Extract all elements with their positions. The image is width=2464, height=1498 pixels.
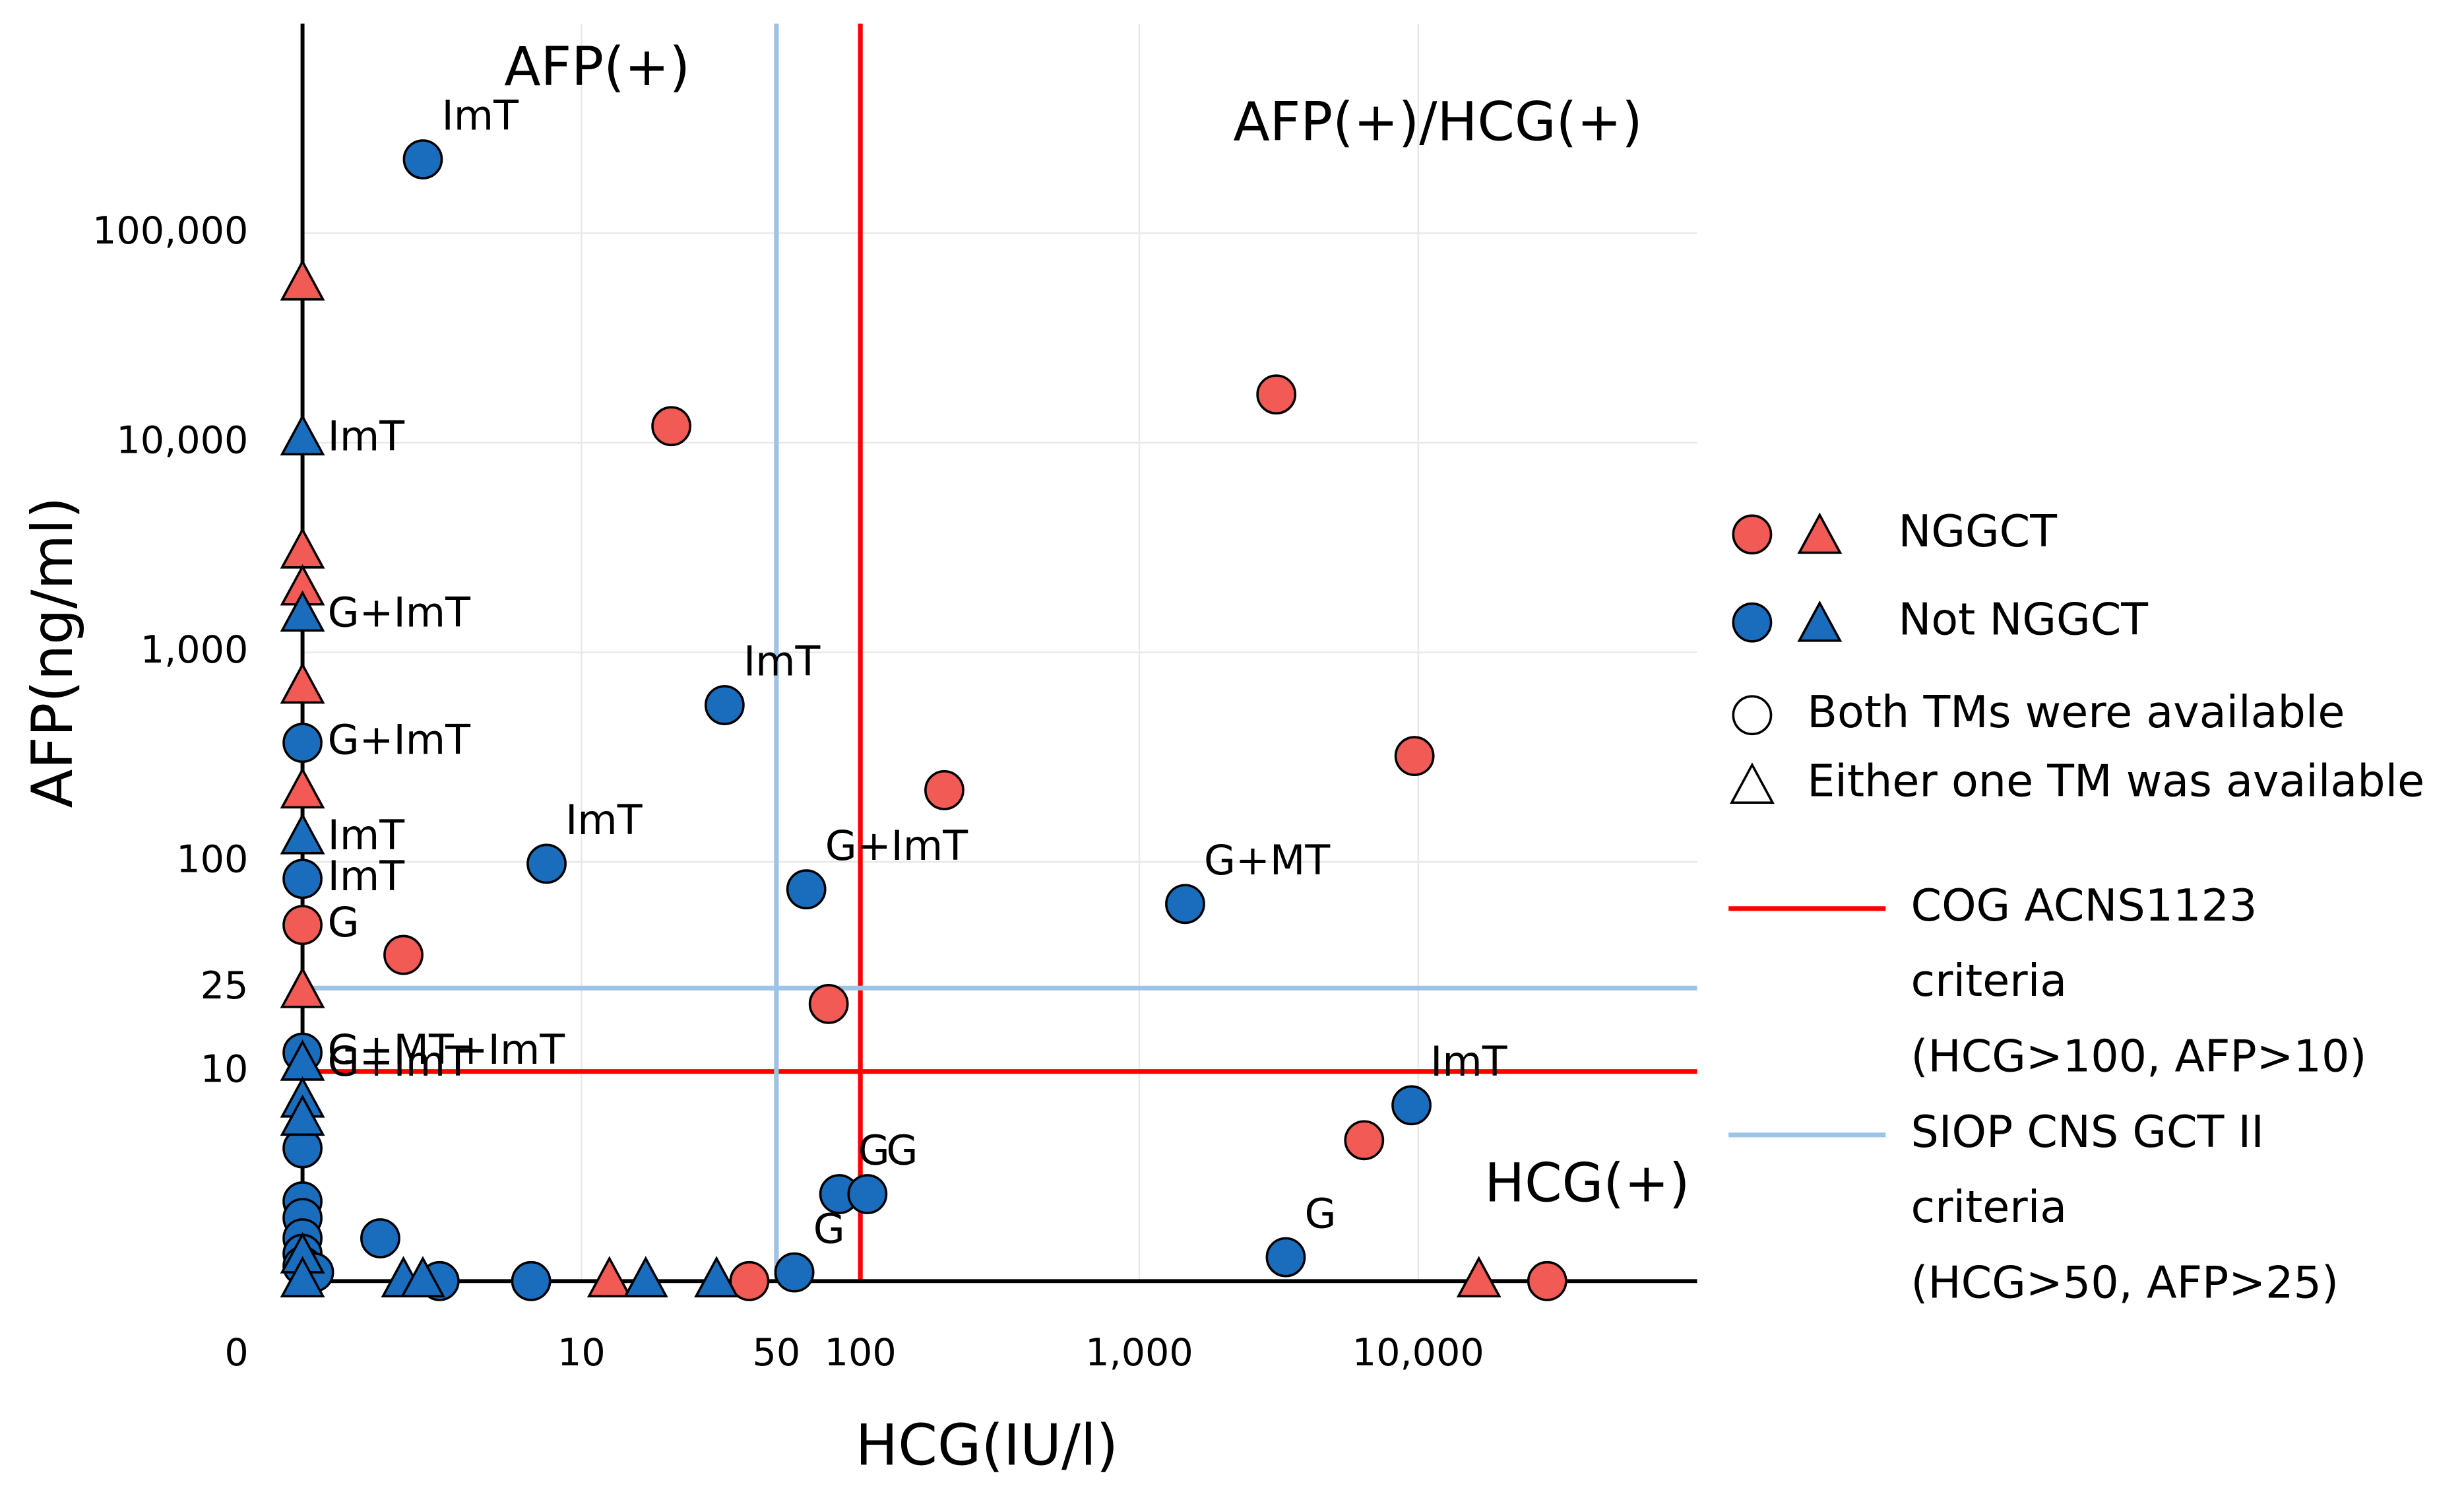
data-point: [383, 934, 424, 975]
data-point: [623, 1256, 668, 1297]
data-point: [402, 139, 443, 179]
legend-marker: [1732, 514, 1773, 555]
point-label: G: [1305, 1190, 1337, 1237]
legend-marker: [1797, 600, 1843, 642]
point-label: ImT: [565, 797, 643, 844]
point-label: G+ImT: [328, 1038, 470, 1086]
point-label: G+ImT: [328, 717, 470, 764]
data-point: [526, 843, 567, 884]
data-point: [280, 966, 325, 1008]
data-point: [774, 1252, 815, 1293]
legend-label: SIOP CNS GCT II: [1911, 1106, 2264, 1157]
y-tick-label: 10,000: [116, 419, 248, 463]
legend-label: (HCG>100, AFP>10): [1911, 1030, 2367, 1082]
point-label: ImT: [743, 638, 821, 686]
point-label: ImT: [328, 413, 405, 461]
point-label: G+MT: [1204, 837, 1330, 884]
data-point: [280, 259, 325, 301]
data-point: [280, 414, 325, 456]
legend-label: COG ACNS1123: [1911, 880, 2258, 931]
data-point: [282, 905, 323, 946]
data-point: [786, 869, 827, 910]
data-point: [694, 1256, 740, 1297]
y-tick-label: 10: [201, 1047, 249, 1091]
data-point: [1456, 1256, 1501, 1297]
legend-label: Either one TM was available: [1807, 756, 2424, 807]
legend-marker: [1729, 762, 1775, 804]
data-point: [847, 1174, 888, 1214]
data-point: [280, 767, 325, 809]
data-point: [511, 1260, 552, 1301]
data-point: [1344, 1120, 1385, 1161]
point-label: G+MT+ImT: [328, 1026, 565, 1074]
point-label: ImT: [442, 92, 519, 140]
data-point: [808, 983, 849, 1024]
data-point: [280, 1094, 325, 1136]
legend-marker: [1732, 695, 1773, 736]
x-tick-label: 10,000: [1352, 1331, 1484, 1375]
y-tick-label: 100,000: [92, 209, 248, 253]
point-label: ImT: [1430, 1038, 1507, 1086]
data-point: [282, 723, 323, 764]
legend-label: Not NGGCT: [1898, 593, 2148, 645]
legend-label: Both TMs were available: [1807, 686, 2345, 738]
data-point: [1265, 1237, 1306, 1278]
legend-marker: [1797, 512, 1843, 554]
legend-label: criteria: [1911, 1181, 2068, 1233]
point-label: ImT: [328, 812, 405, 859]
legend-marker: [1732, 602, 1773, 643]
point-label: G: [328, 899, 360, 946]
data-point: [280, 1256, 325, 1297]
data-point: [400, 1256, 445, 1297]
x-tick-label: 10: [557, 1331, 606, 1375]
y-tick-label: 25: [201, 964, 249, 1008]
data-point: [1165, 884, 1205, 925]
data-point: [360, 1218, 400, 1258]
data-point: [1527, 1260, 1567, 1301]
annotation: AFP(+)/HCG(+): [1233, 92, 1642, 154]
x-tick-label: 1,000: [1085, 1331, 1193, 1375]
data-point: [924, 769, 964, 810]
data-point: [1391, 1085, 1432, 1126]
point-label: G+ImT: [328, 589, 470, 637]
y-tick-label: 100: [176, 838, 248, 882]
data-point: [586, 1256, 632, 1297]
data-point: [280, 662, 325, 704]
data-point: [280, 812, 325, 855]
data-point: [729, 1260, 770, 1301]
y-axis-label: AFP(ng/ml): [20, 497, 86, 808]
legend-label: (HCG>50, AFP>25): [1911, 1256, 2339, 1308]
legend-label: NGGCT: [1898, 505, 2057, 557]
data-point: [704, 685, 745, 725]
point-label: G: [886, 1127, 918, 1175]
x-axis-label: HCG(IU/l): [856, 1413, 1118, 1479]
data-point: [280, 527, 325, 569]
data-point: [282, 859, 323, 899]
point-label: G: [813, 1205, 845, 1253]
legend-label: criteria: [1911, 955, 2068, 1006]
x-tick-label: 50: [753, 1331, 801, 1375]
x-tick-label: 0: [224, 1331, 248, 1375]
y-tick-label: 1,000: [141, 628, 249, 672]
data-point: [651, 406, 691, 447]
data-point: [280, 590, 325, 632]
data-point: [1394, 736, 1435, 777]
point-label: G: [858, 1127, 890, 1175]
x-tick-label: 100: [825, 1331, 897, 1375]
point-label: ImT: [328, 853, 405, 900]
annotation: HCG(+): [1484, 1152, 1690, 1214]
point-label: G+ImT: [825, 822, 968, 870]
data-point: [1256, 374, 1297, 415]
annotation: AFP(+): [504, 36, 690, 98]
